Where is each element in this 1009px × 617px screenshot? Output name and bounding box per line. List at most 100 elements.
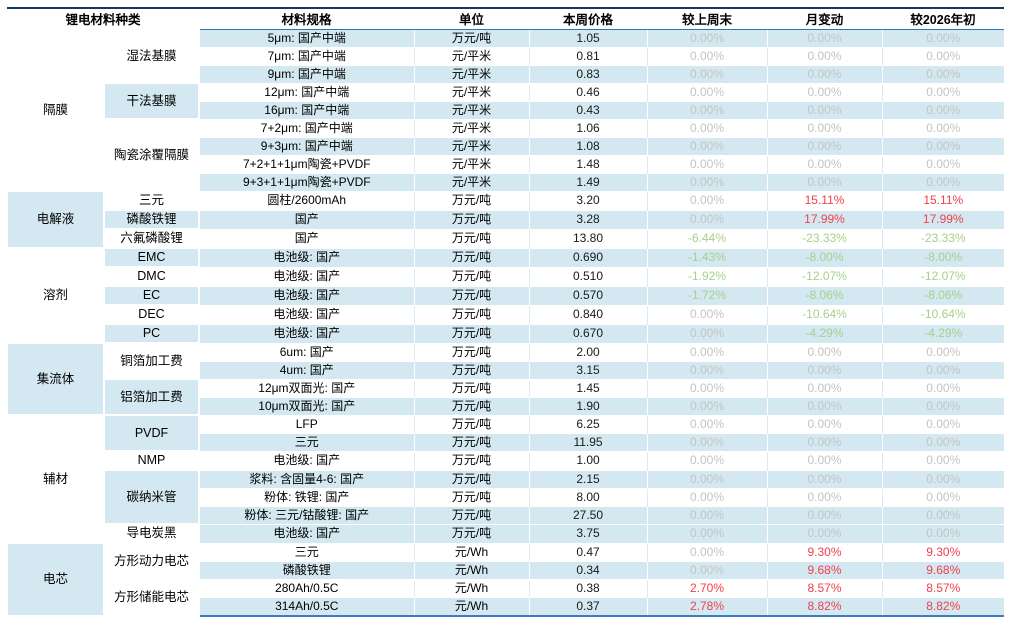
week-change-cell: 0.00% [646,560,768,579]
week-change-cell: 0.00% [646,28,768,47]
unit-cell: 元/平米 [413,154,530,173]
month-change-cell: 0.00% [766,342,883,361]
spec-cell: 电池级: 国产 [198,285,415,305]
spec-cell: 电池级: 国产 [198,266,415,286]
price-cell: 1.90 [528,396,648,415]
week-change-cell: -1.43% [646,247,768,267]
month-change-cell: 0.00% [766,396,883,415]
price-cell: 1.06 [528,118,648,137]
ytd-change-cell: 0.00% [881,136,1005,155]
ytd-change-cell: 0.00% [881,342,1005,361]
table-row: 电芯 方形动力电芯 三元 元/Wh 0.47 0.00% 9.30% 9.30% [6,542,1005,617]
week-change-cell: 0.00% [646,118,768,137]
week-change-cell: 0.00% [646,542,768,561]
month-change-cell: 0.00% [766,28,883,47]
week-change-cell: 0.00% [646,82,768,101]
table-row: 六氟磷酸锂 国产 万元/吨 13.80 -6.44% -23.33% -23.33% [7,228,1005,249]
subcategory-cell: NMP [102,450,201,471]
unit-cell: 元/平米 [413,172,530,191]
unit-cell: 万元/吨 [413,414,530,433]
month-change-cell: 0.00% [766,82,883,101]
month-change-cell: 0.00% [766,505,883,524]
price-cell: 3.20 [528,190,648,210]
table-row: 7+2+1+1μm陶瓷+PVDF 元/平米 1.48 0.00% 0.00% 0.00% [7,154,1005,173]
category-cell: 辅材 [6,414,105,544]
unit-cell: 万元/吨 [413,523,530,543]
subcategory-cell: 三元 [102,190,201,211]
price-cell: 2.00 [528,342,648,361]
table-row: 磷酸铁锂 国产 万元/吨 3.28 0.00% 17.99% 17.99% [7,209,1005,230]
month-change-cell: 0.00% [766,154,883,173]
price-cell: 0.83 [528,64,648,83]
ytd-change-cell: -12.07% [881,266,1005,286]
week-change-cell: 0.00% [646,154,768,173]
column-header: 本周价格 [529,8,648,30]
price-cell: 1.08 [528,136,648,155]
price-cell: 6.25 [528,414,648,433]
price-cell: 3.28 [528,209,648,229]
ytd-change-cell: 0.00% [881,154,1005,173]
column-header: 较2026年初 [882,8,1005,30]
subcategory-cell: PVDF [102,414,201,452]
spec-cell: 电池级: 国产 [198,247,415,267]
spec-cell: 10μm双面光: 国产 [198,396,415,415]
ytd-change-cell: 0.00% [881,46,1005,65]
month-change-cell: -23.33% [766,228,883,248]
spec-cell: 粉体: 三元/钴酸锂: 国产 [198,505,415,524]
month-change-cell: 8.57% [766,578,883,597]
month-change-cell: 0.00% [766,450,883,470]
week-change-cell: 2.78% [646,596,768,616]
month-change-cell: 0.00% [766,136,883,155]
unit-cell: 万元/吨 [413,450,530,470]
week-change-cell: 0.00% [646,323,768,343]
unit-cell: 元/平米 [413,100,530,119]
ytd-change-cell: 0.00% [881,450,1005,470]
month-change-cell: 0.00% [766,360,883,379]
subcategory-cell: DMC [102,266,201,287]
spec-cell: 电池级: 国产 [198,304,415,324]
week-change-cell: 0.00% [646,304,768,324]
week-change-cell: 0.00% [646,360,768,379]
unit-cell: 元/平米 [413,82,530,101]
price-cell: 1.05 [528,28,648,47]
ytd-change-cell: -4.29% [881,323,1005,343]
price-cell: 1.49 [528,172,648,191]
subcategory-cell: 导电炭黑 [102,523,201,544]
price-cell: 0.47 [528,542,648,561]
ytd-change-cell: 0.00% [881,523,1005,543]
week-change-cell: 0.00% [646,172,768,191]
subcategory-cell: EC [102,285,201,306]
spec-cell: 圆柱/2600mAh [198,190,415,210]
column-header: 较上周末 [647,8,768,30]
subcategory-cell: 湿法基膜 [102,28,201,84]
unit-cell: 万元/吨 [413,28,530,47]
category-cell: 电解液 [6,190,105,249]
spec-cell: 6um: 国产 [198,342,415,361]
spec-cell: 浆料: 含固量4-6: 国产 [198,469,415,488]
unit-cell: 万元/吨 [413,378,530,397]
price-cell: 0.570 [528,285,648,305]
month-change-cell: 0.00% [766,487,883,506]
spec-cell: 粉体: 铁锂: 国产 [198,487,415,506]
table-header: 锂电材料种类 材料规格 单位 本周价格 较上周末 月变动 较2026年初 [7,8,1005,30]
table-row: 7μm: 国产中端 元/平米 0.81 0.00% 0.00% 0.00% [7,46,1005,65]
category-cell: 集流体 [6,342,105,416]
week-change-cell: 0.00% [646,396,768,415]
month-change-cell: 15.11% [766,190,883,210]
week-change-cell: 0.00% [646,378,768,397]
unit-cell: 万元/吨 [413,190,530,210]
month-change-cell: -8.06% [766,285,883,305]
table-row: EC 电池级: 国产 万元/吨 0.570 -1.72% -8.06% -8.06% [7,285,1005,306]
ytd-change-cell: 8.57% [881,578,1005,597]
table-row: NMP 电池级: 国产 万元/吨 1.00 0.00% 0.00% 0.00% [7,450,1005,471]
table-row: 粉体: 铁锂: 国产 万元/吨 8.00 0.00% 0.00% 0.00% [7,487,1005,506]
spec-cell: 280Ah/0.5C [198,578,415,597]
week-change-cell: 0.00% [646,136,768,155]
spec-cell: 314Ah/0.5C [198,596,415,616]
table-row: 铝箔加工费 12μm双面光: 国产 万元/吨 1.45 0.00% 0.00% 0.00% [7,378,1005,416]
unit-cell: 万元/吨 [413,304,530,324]
price-cell: 0.510 [528,266,648,286]
week-change-cell: 0.00% [646,190,768,210]
week-change-cell: -1.92% [646,266,768,286]
month-change-cell: -12.07% [766,266,883,286]
